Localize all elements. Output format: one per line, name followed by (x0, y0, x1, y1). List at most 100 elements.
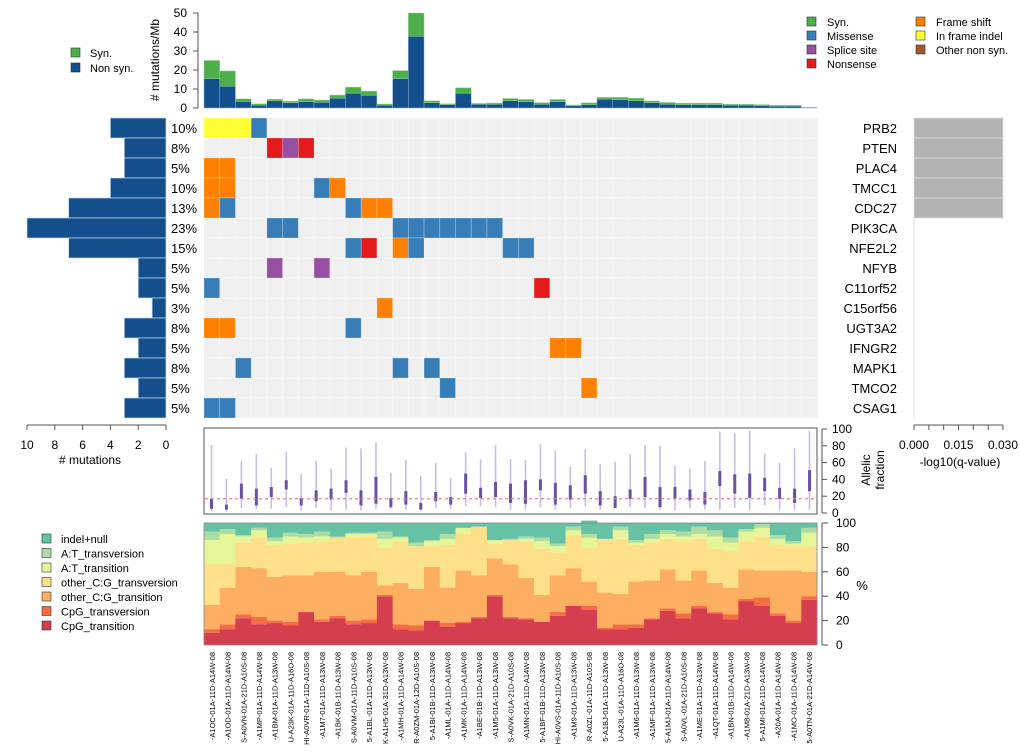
rate-bar-nonsyn (643, 102, 661, 109)
spectrum-segment (801, 599, 818, 645)
spectrum-segment (518, 541, 535, 578)
spectrum-segment (738, 529, 755, 532)
mutation-cell-nonsense (297, 137, 315, 159)
allelic-box (628, 489, 632, 499)
spectrum-legend-label: CpG_transversion (61, 607, 150, 619)
legend-label-inframe: In frame indel (936, 31, 1003, 43)
allelic-box (598, 491, 602, 506)
spectrum-segment (581, 537, 598, 548)
gene-label: PTEN (862, 141, 897, 156)
mutation-cell-missense (486, 217, 503, 239)
rate-bar-syn (250, 103, 268, 106)
spectrum-segment (392, 624, 409, 630)
mutation-cell-frameshift (549, 337, 566, 359)
rate-bar-syn (486, 102, 503, 105)
gene-count-bar (26, 217, 167, 239)
gene-labels: PRB2 PTEN PLAC4 TMCC1 CDC27 PIK3CA NFE2L2 NFYB C… (844, 121, 898, 416)
spectrum-legend-swatch (41, 591, 52, 602)
mutation-cell-missense (345, 317, 362, 339)
spectrum-segment (408, 625, 425, 631)
spectrum-segment (675, 580, 692, 614)
spectrum-chart: 0 20 40 60 80 100 % (203, 516, 868, 652)
spectrum-segment (565, 605, 582, 645)
spectrum-segment (471, 618, 488, 645)
gene-count-bar (123, 157, 167, 179)
sample-label: -A1MH-01A-11D-A14W-08 (396, 652, 405, 741)
qvalue-bar (913, 117, 1004, 139)
spectrum-segment (581, 533, 598, 538)
sample-label: -A1ML-01A-11D-A14W-08 (444, 652, 453, 739)
spectrum-segment (785, 523, 802, 542)
gene-label: UGT3A2 (846, 321, 897, 336)
spectrum-segment (298, 575, 315, 613)
spectrum-segment (329, 618, 346, 645)
rate-bar-nonsyn (250, 104, 268, 109)
spectrum-segment (424, 546, 441, 567)
rate-bar-nonsyn (801, 107, 818, 109)
mutation-cell-nonsense (360, 237, 378, 259)
spectrum-segment (675, 541, 692, 581)
mutation-cell-missense (518, 237, 535, 259)
rate-bar-nonsyn (298, 101, 315, 109)
spectrum-segment (486, 540, 504, 544)
rate-bar-syn (345, 86, 362, 94)
spectrum-segment (361, 623, 378, 645)
spectrum-segment (486, 523, 504, 541)
spectrum-segment (565, 530, 582, 536)
mutation-cell-frameshift (203, 317, 221, 339)
allelic-box (464, 473, 468, 494)
spectrum-segment (314, 523, 331, 532)
sample-label: S-A0VL-01A-21D-A10S-08 (679, 652, 688, 742)
spectrum-segment (439, 538, 456, 545)
gene-count-x-axis: 10 8 6 4 2 0 (20, 424, 170, 452)
rate-bar-syn (549, 99, 566, 102)
spectrum-segment (769, 613, 786, 616)
spectrum-segment (266, 537, 283, 542)
sample-label: U-A23L-01A-11D-A16O-08 (617, 652, 626, 742)
spectrum-segment (282, 625, 299, 645)
spectrum-segment (596, 523, 614, 539)
allelic-box (389, 497, 393, 508)
spectrum-segment (534, 548, 551, 595)
spectrum-segment (376, 596, 394, 645)
spectrum-segment (219, 563, 236, 588)
spectrum-segment (439, 533, 456, 539)
spectrum-segment (628, 627, 645, 645)
spectrum-legend-label: other_C:G_transition (61, 592, 163, 604)
sample-label: 5-A1BF-01B-11D-A13W-08 (538, 652, 547, 743)
gene-count-bar (110, 117, 167, 139)
mutation-cell-missense (282, 217, 299, 239)
sample-label: -A1M5-01A-11D-A13W-08 (491, 652, 500, 739)
rate-tick-label: 10 (174, 82, 188, 96)
mutation-cell-inframe (219, 117, 236, 139)
sample-label: -A1BE-01B-11D-A13W-08 (475, 652, 484, 739)
sample-label: -A1QT-01A-11D-A14W-08 (711, 652, 720, 739)
rate-bar-syn (313, 99, 330, 103)
spectrum-segment (376, 547, 394, 586)
rate-bar-nonsyn (565, 105, 582, 109)
spectrum-segment (455, 523, 472, 528)
spectrum-segment (785, 541, 802, 544)
allelic-box (688, 489, 692, 501)
allelic-tick-label: 40 (832, 472, 846, 486)
spectrum-legend-label: other_C:G_transversion (61, 578, 178, 590)
spectrum-segment (565, 568, 582, 606)
spectrum-segment (706, 530, 724, 537)
spectrum-segment (659, 538, 676, 570)
rate-bar-syn (329, 94, 346, 99)
allelic-y-axis: 0 20 40 60 80 100 (821, 422, 852, 520)
mutation-cell-missense (345, 197, 362, 219)
gene-count-xlabel: # mutations (59, 453, 121, 467)
allelic-frame (203, 427, 818, 515)
spectrum-segment (549, 523, 566, 544)
spectrum-segment (754, 536, 771, 571)
allelic-box (419, 502, 423, 510)
spectrum-legend-swatch (41, 548, 52, 558)
spectrum-segment (785, 570, 802, 621)
spectrum-segment (659, 610, 676, 645)
spectrum-segment (675, 618, 692, 645)
spectrum-segment (549, 612, 566, 616)
spectrum-segment (345, 624, 362, 645)
spectrum-segment (565, 526, 582, 531)
allelic-box (224, 504, 228, 510)
